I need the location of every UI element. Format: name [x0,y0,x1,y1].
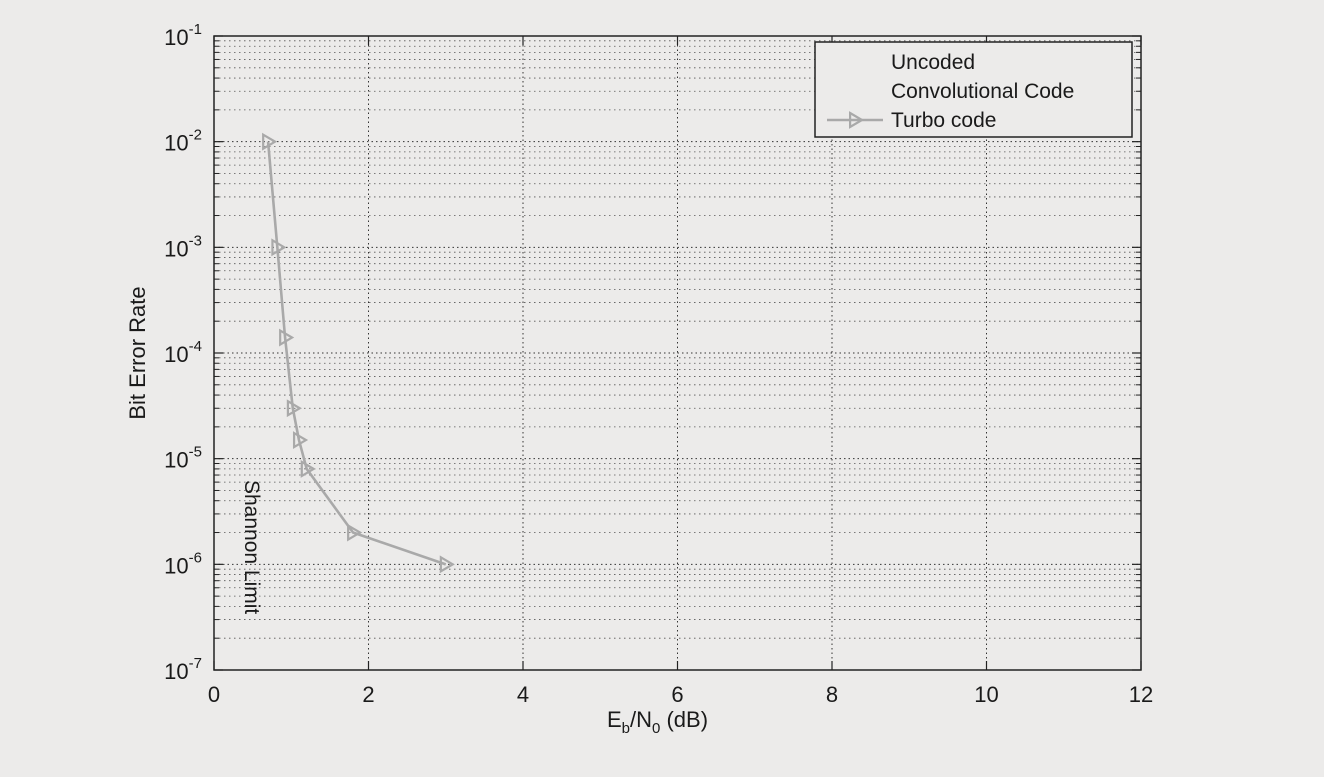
legend-entry-turbo-code: Turbo code [891,109,996,132]
y-tick-exponent: -3 [189,232,202,249]
y-tick-exponent: -6 [189,549,202,566]
turbo-marker [439,555,455,574]
y-tick-label: 10-6 [164,549,202,578]
x-label-n: /N [630,707,652,732]
turbo-marker [271,238,287,257]
turbo-marker [262,132,278,151]
x-label-e: E [607,707,622,732]
x-axis-label: Eb/N0 (dB) [607,707,708,737]
turbo-marker [347,523,363,542]
y-tick-base: 10 [164,448,188,473]
shannon-limit-annotation: Shannon Limit [240,480,263,614]
turbo-marker [279,328,295,347]
y-tick-base: 10 [164,25,188,50]
turbo-series-line [266,141,447,566]
x-label-sub-0: 0 [652,720,660,737]
y-tick-exponent: -2 [189,127,202,144]
y-tick-base: 10 [164,553,188,578]
x-tick-label: 6 [671,682,683,707]
y-tick-exponent: -5 [189,444,202,461]
legend: Uncoded Convolutional Code Turbo code [814,41,1133,138]
y-tick-label: 10-1 [164,21,202,50]
y-tick-base: 10 [164,659,188,684]
legend-turbo-sample [827,111,883,129]
x-tick-label: 0 [208,682,220,707]
axis-ticks [213,35,1142,671]
x-tick-label: 8 [826,682,838,707]
y-axis-label: Bit Error Rate [125,286,150,419]
y-tick-label: 10-5 [164,444,202,473]
y-tick-exponent: -1 [189,21,202,38]
turbo-marker [300,459,316,478]
y-tick-label: 10-2 [164,127,202,156]
y-tick-base: 10 [164,342,188,367]
turbo-marker [848,111,865,129]
y-tick-label: 10-7 [164,655,202,684]
x-tick-label: 2 [362,682,374,707]
series-layer [262,132,455,574]
y-tick-labels: 10-110-210-310-410-510-610-7 [164,21,202,684]
y-tick-base: 10 [164,236,188,261]
x-tick-label: 10 [974,682,998,707]
y-tick-exponent: -7 [189,655,202,672]
y-tick-exponent: -4 [189,338,202,355]
legend-entry-uncoded: Uncoded [891,51,975,74]
y-tick-base: 10 [164,131,188,156]
turbo-marker [292,431,309,449]
x-tick-label: 12 [1129,682,1153,707]
x-label-unit: (dB) [660,707,708,732]
x-tick-label: 4 [517,682,529,707]
y-tick-label: 10-3 [164,232,202,261]
turbo-marker [286,399,302,418]
y-tick-label: 10-4 [164,338,202,367]
x-label-sub-b: b [622,720,630,737]
legend-entry-convolutional-code: Convolutional Code [891,80,1074,103]
x-tick-labels: 0 2 4 6 8 10 12 [208,682,1153,707]
